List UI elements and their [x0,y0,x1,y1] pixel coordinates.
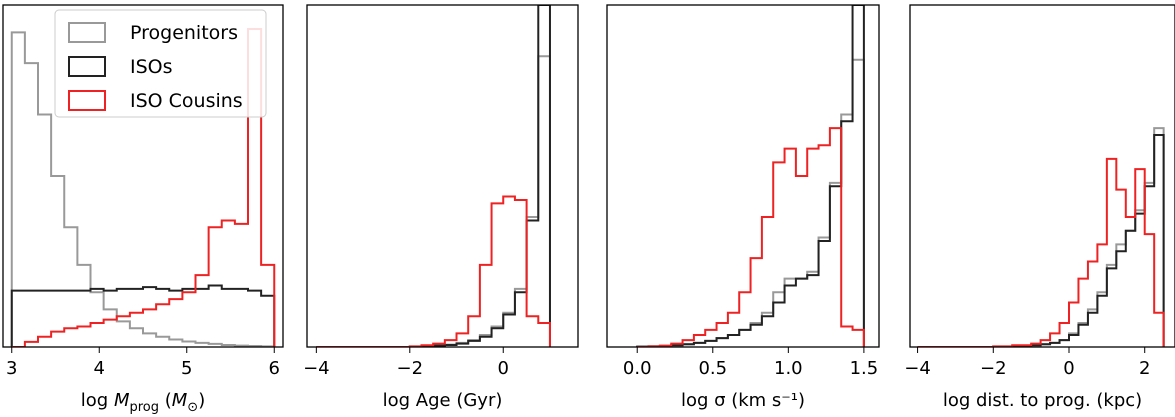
x-tick-label: −2 [980,358,1007,379]
x-tick-label: 0.5 [698,358,727,379]
series-isos-step-line [316,5,551,347]
x-tick-label: 1.0 [774,358,803,379]
series-iso-cousins-step-line [917,157,1165,347]
series-iso-cousins-step-line [637,127,865,347]
x-tick-label: 0.0 [623,358,652,379]
plot-area [636,5,865,347]
series-isos-step-line [636,5,865,347]
series-progenitors-step-line [10,31,276,347]
legend-label-cousins: ISO Cousins [130,90,243,112]
x-tick-label: 1.5 [850,358,879,379]
chart-panel-1: 3 4 5 6 log Mprog (M⊙) [2,4,284,415]
legend-swatch-cousins [68,90,106,111]
legend-swatch-progenitors [68,22,106,43]
axes-frame [909,4,1175,348]
plot-area [917,127,1165,347]
series-iso-cousins-step-line [316,195,551,347]
x-tick-label: −4 [303,358,330,379]
x-tick-label: 6 [269,358,280,379]
x-tick-label: −4 [904,358,931,379]
x-axis-label: log Mprog (M⊙) [81,390,205,415]
x-axis-label: log dist. to prog. (kpc) [943,390,1142,411]
chart-panel-2: −4 −2 0 log Age (Gyr) [303,4,579,411]
legend-swatch-isos [68,56,106,77]
axes-frame [606,4,880,348]
x-tick-label: 3 [6,358,17,379]
legend-label-isos: ISOs [130,56,173,78]
axes-frame [306,4,579,348]
legend: Progenitors ISOs ISO Cousins [54,9,267,118]
legend-box [54,9,267,118]
x-tick-label: 5 [181,358,192,379]
series-iso-cousins-step-line [11,27,276,347]
plot-area [316,5,551,347]
chart-panel-3: 0.0 0.5 1.0 1.5 log σ (km s⁻¹) [606,4,880,411]
x-tick-label: 2 [1139,358,1150,379]
x-axis-label: log σ (km s⁻¹) [681,390,805,411]
chart-panel-4: −4 −2 0 2 log dist. to prog. (kpc) [904,4,1175,411]
series-isos-step-line [10,284,276,347]
axes-frame [2,4,284,348]
x-tick-label: −2 [397,358,424,379]
legend-label-progenitors: Progenitors [130,22,238,44]
x-axis-label: log Age (Gyr) [383,390,503,411]
x-tick-label: 0 [1063,358,1074,379]
x-tick-label: 0 [498,358,509,379]
series-isos-step-line [917,133,1165,347]
x-tick-label: 4 [94,358,105,379]
plot-area [10,27,276,347]
